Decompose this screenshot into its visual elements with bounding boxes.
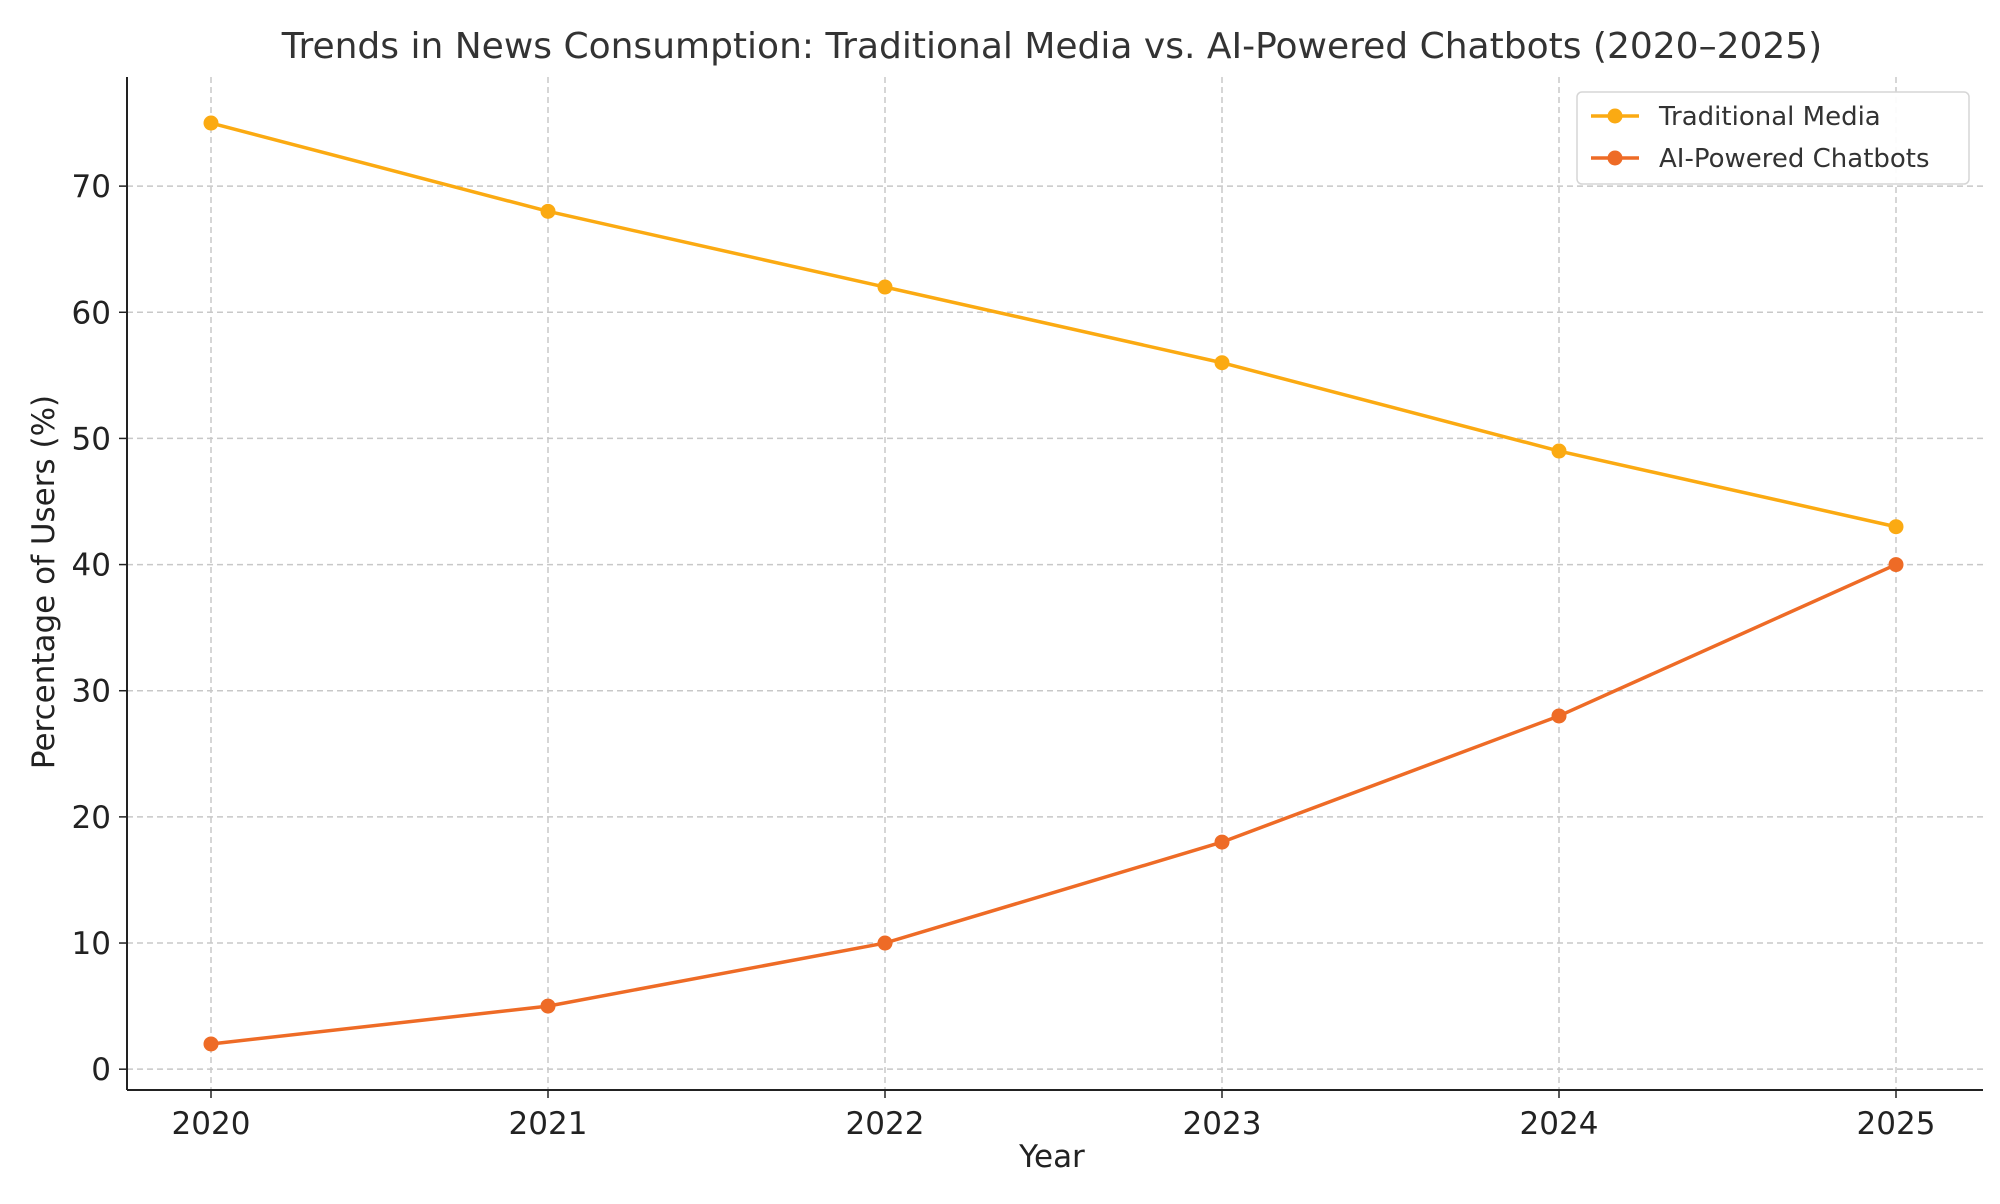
- grid-lines: [127, 77, 1983, 1090]
- y-tick-label: 40: [72, 548, 111, 584]
- x-tick-label: 2021: [509, 1106, 588, 1142]
- y-tick-label: 20: [72, 800, 111, 836]
- data-point: [877, 279, 893, 295]
- x-tick-label: 2020: [172, 1106, 251, 1142]
- y-tick-label: 70: [72, 169, 111, 205]
- legend: Traditional Media AI-Powered Chatbots: [1576, 91, 1970, 185]
- data-point: [1551, 443, 1567, 459]
- series-line: [210, 562, 1897, 1046]
- series-traditional-media: [203, 115, 1904, 535]
- y-tick-label: 60: [72, 295, 111, 331]
- data-point: [1888, 557, 1904, 573]
- data-point: [540, 998, 556, 1014]
- x-tick-label: 2024: [1520, 1106, 1599, 1142]
- legend-label: Traditional Media: [1658, 102, 1881, 132]
- data-point: [203, 115, 219, 131]
- data-point: [540, 203, 556, 219]
- y-axis-label: Percentage of Users (%): [26, 395, 62, 769]
- data-point: [1214, 355, 1230, 371]
- data-point: [1214, 834, 1230, 850]
- x-tick-label: 2022: [846, 1106, 925, 1142]
- x-tick-label: 2023: [1183, 1106, 1262, 1142]
- tick-labels: 2020 2021 2022 2023 2024 2025 0 10 20 30 40 50 60 70: [72, 169, 1936, 1142]
- data-point: [1551, 708, 1567, 724]
- legend-box: [1576, 91, 1970, 185]
- legend-marker: [1607, 108, 1623, 124]
- legend-marker: [1607, 150, 1623, 166]
- data-series: [203, 115, 1904, 1052]
- legend-label: AI-Powered Chatbots: [1659, 144, 1930, 174]
- data-point: [203, 1036, 219, 1052]
- series-line: [210, 121, 1897, 529]
- y-tick-label: 10: [72, 926, 111, 962]
- y-tick-label: 50: [72, 421, 111, 457]
- data-point: [1888, 519, 1904, 535]
- x-axis-label: Year: [1018, 1139, 1085, 1175]
- y-tick-label: 30: [72, 674, 111, 710]
- series-ai-powered-chatbots: [203, 557, 1904, 1052]
- legend-item: Traditional Media: [1591, 102, 1881, 132]
- y-tick-label: 0: [91, 1052, 111, 1088]
- legend-item: AI-Powered Chatbots: [1591, 144, 1930, 174]
- data-point: [877, 935, 893, 951]
- axes: [119, 77, 1983, 1098]
- chart-title: Trends in News Consumption: Traditional …: [281, 26, 1822, 67]
- x-tick-label: 2025: [1857, 1106, 1936, 1142]
